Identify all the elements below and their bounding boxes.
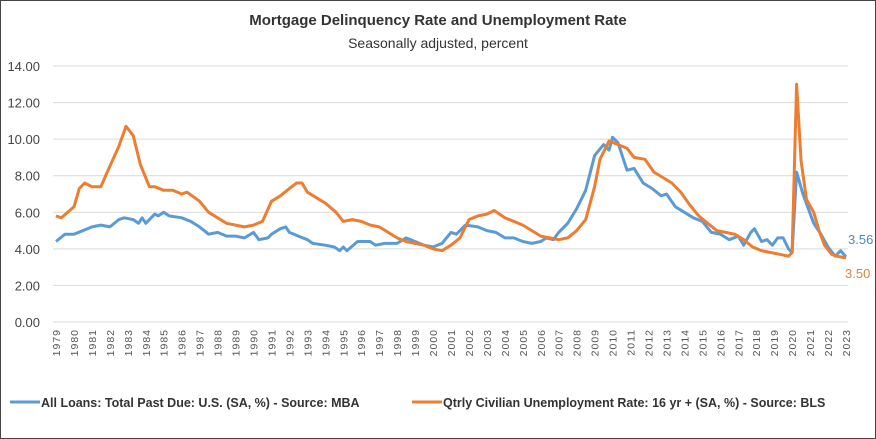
x-tick-label: 1995 (338, 329, 350, 356)
x-tick-label: 2018 (751, 329, 763, 356)
x-tick-label: 1992 (284, 329, 296, 356)
y-tick-label: 12.00 (7, 96, 40, 111)
x-tick-label: 2009 (590, 329, 602, 356)
x-tick-label: 1981 (87, 329, 99, 356)
y-tick-label: 0.00 (15, 315, 40, 330)
x-tick-label: 2010 (608, 329, 620, 356)
x-tick-label: 2016 (715, 329, 727, 356)
delinquency-rate-line (55, 135, 848, 258)
x-tick-label: 1989 (231, 329, 243, 356)
x-tick-label: 1988 (213, 329, 225, 356)
x-tick-label: 2020 (787, 329, 799, 356)
x-tick-label: 2021 (805, 329, 817, 356)
x-tick-label: 2006 (536, 329, 548, 356)
x-tick-label: 2022 (823, 329, 835, 356)
x-tick-label: 2008 (572, 329, 584, 356)
x-tick-label: 1996 (356, 329, 368, 356)
x-tick-label: 2013 (661, 329, 673, 356)
x-tick-label: 1991 (266, 329, 278, 356)
x-tick-label: 2023 (841, 329, 853, 356)
y-tick-label: 4.00 (15, 242, 40, 257)
y-tick-label: 10.00 (7, 132, 40, 147)
x-tick-label: 1993 (302, 329, 314, 356)
x-tick-label: 1987 (195, 329, 207, 356)
x-tick-label: 1986 (177, 329, 189, 356)
x-tick-label: 2011 (626, 329, 638, 356)
x-tick-label: 1980 (69, 329, 81, 356)
x-tick-label: 2003 (482, 329, 494, 356)
x-tick-label: 1983 (123, 329, 135, 356)
x-tick-label: 1998 (392, 329, 404, 356)
x-tick-label: 2001 (446, 329, 458, 356)
legend-label-unemployment: Qtrly Civilian Unemployment Rate: 16 yr … (443, 396, 825, 410)
x-tick-label: 1984 (141, 329, 153, 356)
x-tick-label: 1982 (105, 329, 117, 356)
y-tick-label: 6.00 (15, 205, 40, 220)
x-tick-label: 1990 (249, 329, 261, 356)
delinquency-end-label: 3.56 (848, 232, 873, 247)
x-tick-label: 2002 (464, 329, 476, 356)
x-tick-label: 2004 (500, 329, 512, 356)
y-tick-label: 2.00 (15, 278, 40, 293)
x-tick-label: 1999 (410, 329, 422, 356)
x-tick-label: 2012 (644, 329, 656, 356)
legend-label-delinquency: All Loans: Total Past Due: U.S. (SA, %) … (41, 396, 360, 410)
x-tick-label: 2007 (554, 329, 566, 356)
chart-title: Mortgage Delinquency Rate and Unemployme… (249, 12, 627, 29)
unemployment-rate-line (55, 82, 847, 260)
x-tick-label: 1997 (374, 329, 386, 356)
x-tick-label: 1994 (320, 329, 332, 356)
x-tick-label: 1985 (159, 329, 171, 356)
x-tick-label: 1979 (51, 329, 63, 356)
x-tick-label: 2015 (697, 329, 709, 356)
x-tick-label: 2000 (428, 329, 440, 356)
x-tick-label: 2019 (769, 329, 781, 356)
y-tick-label: 8.00 (15, 169, 40, 184)
x-tick-label: 2017 (733, 329, 745, 356)
x-tick-label: 2014 (679, 329, 691, 356)
x-tick-label: 2005 (518, 329, 530, 356)
y-tick-label: 14.00 (7, 59, 40, 74)
chart-subtitle: Seasonally adjusted, percent (348, 35, 528, 51)
unemployment-end-label: 3.50 (845, 266, 870, 281)
